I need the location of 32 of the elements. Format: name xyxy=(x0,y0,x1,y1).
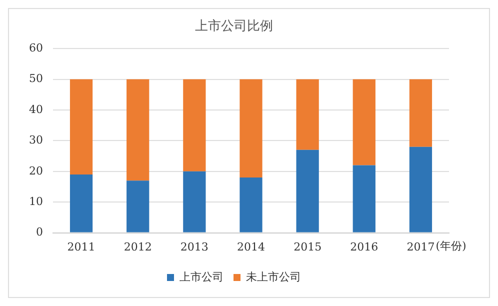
y-tick-label: 50 xyxy=(28,72,43,86)
legend-label: 上市公司 xyxy=(180,270,224,284)
bar xyxy=(126,79,150,181)
bar xyxy=(70,79,93,174)
bar xyxy=(70,174,93,232)
x-tick-label: 2016 xyxy=(350,240,378,254)
bar xyxy=(296,79,319,150)
y-tick-label: 60 xyxy=(28,41,43,54)
bar xyxy=(352,165,376,232)
x-tick-label: 2014 xyxy=(237,240,265,254)
bar xyxy=(296,150,319,232)
y-tick-label: 20 xyxy=(28,164,43,178)
y-tick-label: 40 xyxy=(28,102,43,116)
bar xyxy=(240,178,262,232)
y-tick-label: 30 xyxy=(28,134,43,147)
bar xyxy=(352,79,376,166)
x-axis-title: (年份) xyxy=(436,240,466,253)
y-tick-label: 0 xyxy=(36,226,43,239)
y-tick-label: 10 xyxy=(28,194,43,208)
x-tick-label: 2017 xyxy=(406,240,435,254)
x-tick-label: 2015 xyxy=(294,240,322,254)
legend-label: 未上市公司 xyxy=(246,270,301,284)
bar xyxy=(126,180,150,232)
x-tick-label: 2011 xyxy=(67,240,96,254)
chart-title: 上市公司比例 xyxy=(195,19,273,34)
x-tick-label: 2013 xyxy=(180,240,208,254)
bar xyxy=(183,79,206,172)
bar xyxy=(409,146,432,232)
bar xyxy=(409,79,432,147)
bar xyxy=(183,171,206,232)
bar xyxy=(240,79,262,178)
x-tick-label: 2012 xyxy=(124,240,152,254)
